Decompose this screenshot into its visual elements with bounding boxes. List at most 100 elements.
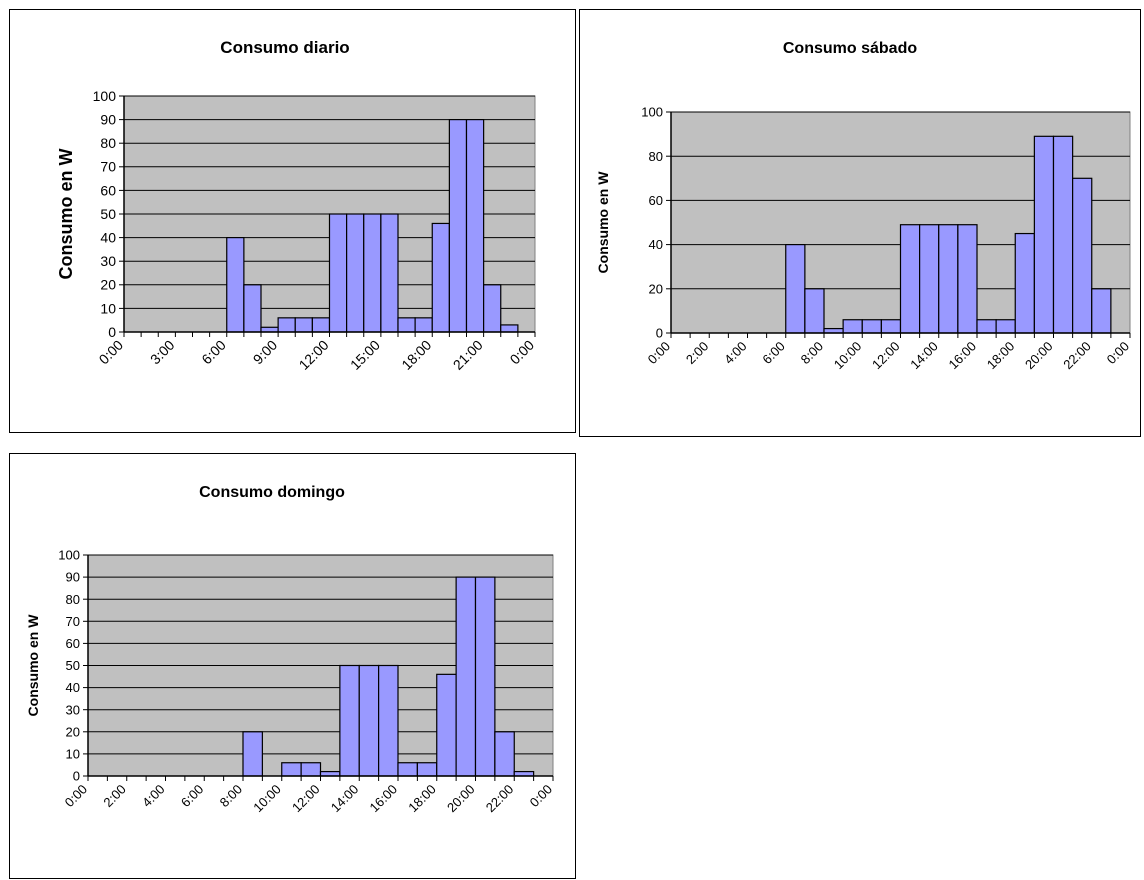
bar [861,319,882,334]
bar [919,224,940,334]
y-tick-label: 70 [100,159,116,175]
bar [414,317,433,333]
bar [378,664,399,777]
bar [1014,232,1035,334]
bar [300,762,322,777]
bar [277,317,296,333]
x-tick-label: 0:00 [96,337,127,368]
x-tick-label: 20:00 [444,782,478,816]
y-axis-label: Consumo en W [56,148,76,279]
bar [436,673,457,777]
x-tick-label: 10:00 [250,782,284,816]
bar [243,284,262,333]
bar [785,244,806,334]
y-tick-label: 100 [93,88,117,104]
chart-panel-diario: Consumo diario 0 10 20 30 40 50 60 70 80 90 100 0:00… [9,9,576,433]
x-tick-label: 21:00 [450,337,486,373]
bar [1072,177,1093,334]
bar [899,224,921,334]
x-tick-label: 15:00 [347,337,383,373]
y-tick-label: 40 [66,680,80,695]
x-tick-label: 14:00 [907,339,941,373]
x-tick-label: 20:00 [1022,339,1056,373]
x-tick-label: 6:00 [178,782,207,811]
bar [281,762,302,777]
y-tick-label: 50 [100,206,116,222]
x-tick-label: 2:00 [100,782,129,811]
bar [397,317,416,333]
y-tick-label: 0 [73,769,80,784]
bar [880,319,902,334]
y-tick-label: 50 [66,658,80,673]
chart-title: Consumo sábado [783,40,917,57]
x-tick-label: 0:00 [62,782,91,811]
y-tick-label: 100 [58,548,80,563]
x-tick-label: 8:00 [798,339,827,368]
y-tick-label: 0 [108,324,116,340]
y-tick-label: 0 [656,326,663,341]
x-tick-label: 2:00 [683,339,712,368]
bar [242,731,263,777]
bar [339,664,360,777]
x-tick-label: 18:00 [984,339,1018,373]
chart-title: Consumo domingo [199,484,345,501]
x-tick-label: 9:00 [250,337,281,368]
bar [328,213,348,333]
x-tick-label: 3:00 [147,337,178,368]
y-tick-label: 30 [66,702,80,717]
x-tick-label: 0:00 [645,339,674,368]
x-tick-label: 0:00 [1104,339,1133,368]
bar [380,213,399,333]
x-tick-label: 4:00 [139,782,168,811]
x-tick-label: 18:00 [405,782,439,816]
chart-svg-diario: Consumo diario 0 10 20 30 40 50 60 70 80 90 100 0:00… [56,38,538,373]
chart-title: Consumo diario [220,38,349,57]
x-tick-label: 12:00 [869,339,903,373]
y-tick-label: 10 [66,746,80,761]
y-tick-label: 60 [649,193,663,208]
bar [995,319,1016,334]
y-tick-label: 90 [100,112,116,128]
bar [448,118,468,333]
bar [455,576,477,777]
y-tick-label: 20 [66,724,80,739]
bar [358,664,380,777]
x-tick-label: 12:00 [296,337,332,373]
bar [1052,135,1074,334]
chart-svg-sabado: Consumo sábado 0 20 40 60 80 100 0:00 2:00 4:00 6:… [595,40,1133,373]
bar [1033,135,1055,334]
x-tick-label: 0:00 [527,782,556,811]
x-tick-label: 8:00 [217,782,246,811]
x-tick-label: 4:00 [721,339,750,368]
bar [465,118,485,333]
y-tick-label: 80 [100,135,116,151]
bar [474,576,496,777]
x-tick-label: 6:00 [198,337,229,368]
x-tick-label: 10:00 [831,339,865,373]
y-tick-label: 70 [66,614,80,629]
bar [494,731,515,777]
bar [842,319,863,334]
y-tick-label: 100 [641,105,663,120]
chart-svg-domingo: Consumo domingo 0 10 20 30 40 50 60 70 80 90 100 0:0… [25,484,556,816]
x-tick-label: 12:00 [289,782,323,816]
x-tick-label: 22:00 [1060,339,1094,373]
bar [957,224,978,334]
bar [483,284,502,333]
x-tick-label: 14:00 [328,782,362,816]
bar [226,237,245,333]
x-tick-label: 18:00 [398,337,434,373]
x-tick-label: 0:00 [507,337,538,368]
bar [346,213,365,333]
y-tick-label: 20 [100,277,116,293]
bar [804,288,825,334]
y-tick-label: 80 [649,149,663,164]
chart-panel-sabado: Consumo sábado 0 20 40 60 80 100 0:00 2:00 4:00 6:… [579,9,1141,437]
bar [1091,288,1112,334]
y-axis-label: Consumo en W [595,171,611,274]
x-tick-label: 22:00 [483,782,517,816]
bar [397,762,418,777]
bar [416,762,438,777]
y-tick-label: 80 [66,592,80,607]
y-tick-label: 90 [66,570,80,585]
